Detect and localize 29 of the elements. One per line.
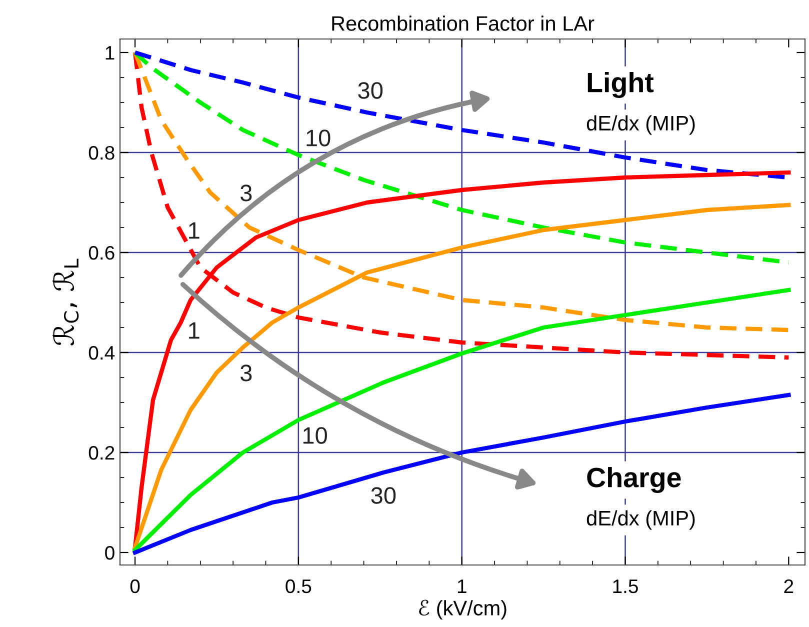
x-tick-label: 0 bbox=[130, 579, 140, 594]
y-tick-label: 0.4 bbox=[88, 346, 115, 360]
annotation: dE/dx (MIP) bbox=[586, 510, 695, 530]
y-tick-label: 1 bbox=[106, 46, 114, 60]
y-tick-label: 0.8 bbox=[88, 146, 114, 160]
y-tick-label: 0.2 bbox=[88, 446, 114, 460]
annotation: Light bbox=[588, 72, 654, 98]
line-series bbox=[132, 392, 791, 555]
annotation: 10 bbox=[303, 427, 327, 444]
annotation: dE/dx (MIP) bbox=[586, 115, 695, 135]
y-tick-label: 0.6 bbox=[88, 246, 114, 260]
annotation: 10 bbox=[306, 130, 330, 146]
line-series bbox=[132, 288, 791, 552]
annotation: 3 bbox=[240, 184, 252, 202]
annotation: 30 bbox=[371, 487, 396, 504]
x-tick-label: 1.5 bbox=[613, 580, 638, 594]
y-axis-title: ℛ$_{C}$, ℛ$_{L}$ bbox=[52, 258, 79, 346]
annotation: Charge bbox=[587, 466, 681, 494]
x-tick-label: 1 bbox=[458, 580, 466, 593]
annotation: 1 bbox=[189, 322, 200, 339]
annotation: 30 bbox=[358, 82, 383, 99]
line-series bbox=[132, 50, 791, 265]
x-tick-label: 0.5 bbox=[286, 579, 312, 594]
annotation: 3 bbox=[240, 364, 252, 382]
x-tick-label: 2 bbox=[784, 579, 794, 593]
chart-title: Recombination Factor in LAr bbox=[332, 16, 594, 31]
annotation: 1 bbox=[189, 222, 200, 239]
y-tick-label: 0 bbox=[105, 546, 114, 560]
x-axis-title: ℰ (kV/cm) bbox=[419, 600, 506, 620]
